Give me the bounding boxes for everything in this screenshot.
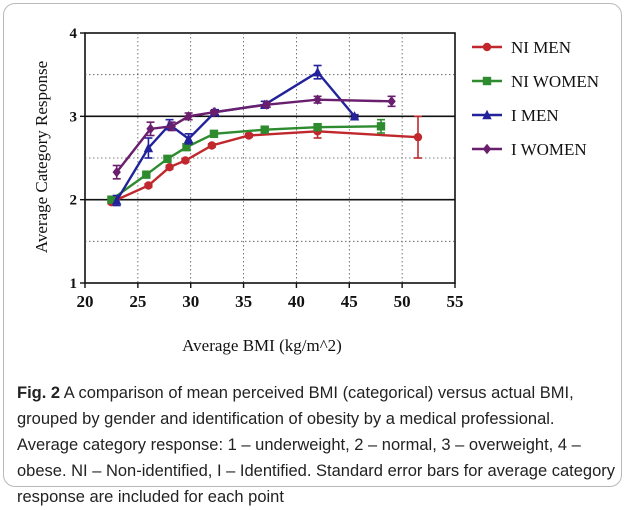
data-point: [260, 125, 269, 134]
data-point: [184, 111, 193, 122]
data-point: [112, 195, 122, 205]
data-point: [142, 170, 151, 179]
legend-marker: [482, 109, 492, 120]
x-tick-label: 50: [394, 292, 411, 311]
data-point: [143, 142, 154, 153]
data-point: [167, 121, 176, 132]
legend-item: NI MEN: [472, 38, 571, 57]
legend-label: NI MEN: [511, 38, 571, 57]
data-point: [349, 111, 360, 121]
x-tick-label: 35: [235, 292, 252, 311]
caption-text: A comparison of mean perceived BMI (cate…: [17, 384, 616, 506]
legend-marker: [482, 42, 492, 52]
y-axis-ticks: 1 2 3 4: [70, 26, 85, 292]
data-point: [244, 131, 254, 140]
x-tick-label: 45: [341, 292, 358, 311]
x-tick-label: 20: [77, 292, 94, 311]
y-tick-label: 4: [70, 26, 78, 42]
data-point: [112, 166, 121, 178]
data-point: [181, 156, 190, 165]
data-point: [183, 133, 194, 144]
legend-label: I MEN: [511, 106, 559, 125]
data-point: [144, 181, 153, 190]
data-point: [312, 66, 323, 77]
legend-label: NI WOMEN: [511, 72, 599, 91]
data-point: [209, 106, 219, 118]
data-point: [376, 122, 386, 131]
figure-caption: Fig. 2 A comparison of mean perceived BM…: [17, 380, 615, 510]
series-line: [110, 130, 419, 204]
data-point: [413, 132, 423, 142]
legend-label: I WOMEN: [511, 140, 587, 159]
y-tick-label: 1: [70, 276, 78, 292]
y-axis-label: Average Category Response: [32, 61, 51, 253]
x-tick-label: 40: [288, 292, 305, 311]
legend-item: I MEN: [472, 106, 559, 125]
x-tick-label: 55: [447, 292, 464, 311]
data-point: [165, 162, 174, 172]
grid-lines: [85, 33, 455, 283]
data-point: [209, 129, 219, 139]
legend-marker: [482, 76, 492, 86]
data-point: [207, 141, 217, 150]
series-ni-women: [107, 118, 386, 204]
legend-item: NI WOMEN: [472, 72, 599, 91]
data-point: [387, 96, 396, 107]
series-layer: [107, 64, 423, 207]
data-point: [163, 154, 172, 164]
y-tick-label: 3: [70, 109, 78, 125]
data-point: [146, 123, 155, 135]
legend-item: I WOMEN: [472, 140, 587, 159]
data-point: [107, 195, 116, 204]
data-point: [313, 94, 322, 105]
series-i-women: [112, 94, 396, 180]
legend-marker: [482, 143, 492, 155]
y-tick-label: 2: [70, 193, 78, 209]
x-tick-label: 25: [129, 292, 146, 311]
series-line: [115, 70, 356, 202]
x-tick-label: 30: [182, 292, 199, 311]
data-point: [182, 142, 191, 152]
data-point: [262, 99, 272, 110]
x-axis-label: Average BMI (kg/m^2): [182, 336, 342, 355]
legend: NI MEN NI WOMEN I MEN I WOMEN: [472, 38, 599, 159]
figure-card: [3, 3, 622, 487]
x-axis-ticks: 20 25 30 35 40 45 50 55: [77, 283, 464, 311]
data-point: [313, 122, 322, 132]
bmi-chart: 20 25 30 35 40 45 50 55 1 2 3 4 NI MEN NI WOMEN I ME…: [32, 26, 599, 355]
caption-label: Fig. 2: [17, 384, 61, 402]
